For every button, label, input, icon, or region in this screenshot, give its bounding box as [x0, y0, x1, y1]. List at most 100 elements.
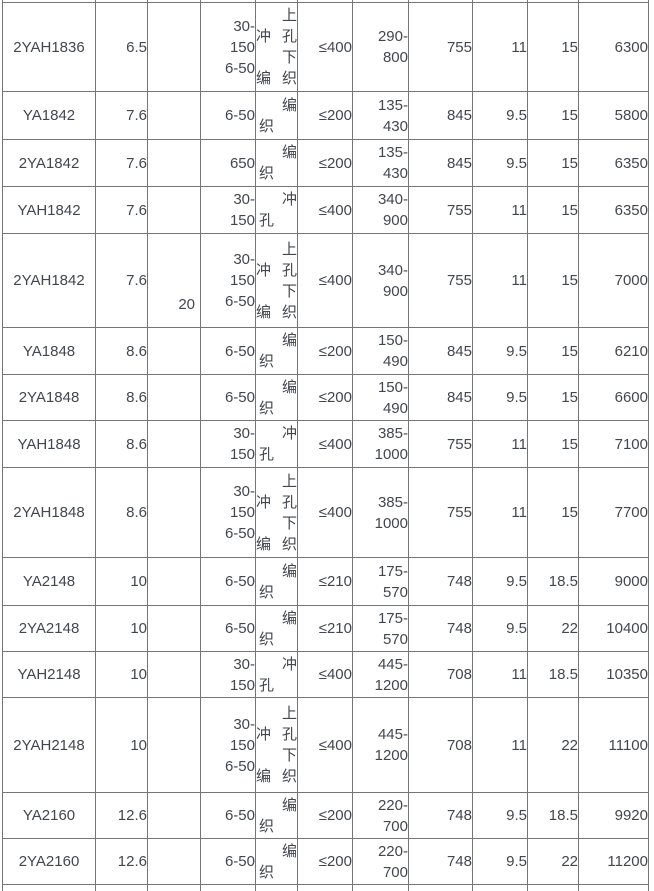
speed-cell: 748 — [408, 557, 473, 606]
price-cell: 6600 — [578, 374, 649, 421]
mesh-cell: 650 — [200, 139, 256, 187]
model-cell: 2YAH1836 — [2, 2, 96, 92]
merged-cell — [147, 697, 201, 793]
feed-cell: ≤400 — [297, 233, 353, 328]
feed-cell: ≤200 — [297, 792, 353, 839]
table-row: YAH2148 10 30- 150 冲孔 ≤400 445- 1200 708 11 18.5 10… — [2, 651, 649, 698]
table-row: YA2160 12.6 6-50 编织 ≤200 220- 700 748 9.5 18.5 992… — [2, 792, 649, 839]
area-cell: 12.6 — [95, 838, 148, 885]
type-cell — [255, 884, 298, 891]
merged-cell — [147, 420, 201, 468]
price-cell: 7700 — [578, 467, 649, 558]
model-cell: YAH2148 — [2, 651, 96, 698]
mesh-cell: 30- 150 — [200, 420, 256, 468]
speed-cell: 845 — [408, 327, 473, 375]
power-cell: 9.5 — [472, 374, 528, 421]
power-cell: 11 — [472, 467, 528, 558]
power-cell: 11 — [472, 233, 528, 328]
mesh-cell — [200, 884, 256, 891]
feed-cell: ≤400 — [297, 697, 353, 793]
size-cell: 22 — [527, 605, 579, 652]
model-cell: 2YAH1848 — [2, 467, 96, 558]
merged-cell — [147, 91, 201, 140]
type-cell: 上冲孔下编织 — [255, 697, 298, 793]
speed-cell: 748 — [408, 792, 473, 839]
mesh-cell: 30- 150 — [200, 186, 256, 234]
area-cell: 10 — [95, 557, 148, 606]
table-row: YA1848 8.6 6-50 编织 ≤200 150- 490 845 9.5 15 6210 — [2, 327, 649, 375]
area-cell: 7.6 — [95, 91, 148, 140]
feed-cell: ≤400 — [297, 186, 353, 234]
merged-cell — [147, 186, 201, 234]
speed-cell: 845 — [408, 374, 473, 421]
feed-cell: ≤400 — [297, 420, 353, 468]
type-cell: 编织 — [255, 327, 298, 375]
mesh-cell: 6-50 — [200, 792, 256, 839]
table-row: YAH1842 7.6 30- 150 冲孔 ≤400 340- 900 755 11 15 6350 — [2, 186, 649, 234]
model-cell: 2YA1842 — [2, 139, 96, 187]
size-cell: 18.5 — [527, 651, 579, 698]
speed-cell: 755 — [408, 2, 473, 92]
feed-cell: ≤210 — [297, 557, 353, 606]
area-cell: 10 — [95, 605, 148, 652]
range-cell: 220- 700 — [352, 792, 409, 839]
speed-cell: 845 — [408, 91, 473, 140]
merged-cell — [147, 838, 201, 885]
table-row: YAH1848 8.6 30- 150 冲孔 ≤400 385- 1000 755 11 15 710… — [2, 420, 649, 468]
model-cell: 2YAH2148 — [2, 697, 96, 793]
speed-cell: 708 — [408, 651, 473, 698]
range-cell: 340- 900 — [352, 186, 409, 234]
table-row: 2YAH1842 7.6 30- 150 6-50 上冲孔下编织 ≤400 340- 900 75… — [2, 233, 649, 328]
power-cell: 11 — [472, 2, 528, 92]
feed-cell: ≤200 — [297, 327, 353, 375]
merged-cell — [147, 467, 201, 558]
feed-cell: ≤210 — [297, 605, 353, 652]
power-cell: 9.5 — [472, 792, 528, 839]
feed-cell: ≤400 — [297, 651, 353, 698]
model-cell: YAH1842 — [2, 186, 96, 234]
feed-cell — [297, 884, 353, 891]
model-cell: YA2148 — [2, 557, 96, 606]
mesh-cell: 6-50 — [200, 605, 256, 652]
size-cell: 22 — [527, 838, 579, 885]
power-cell: 9.5 — [472, 605, 528, 652]
size-cell — [527, 884, 579, 891]
type-cell: 冲孔 — [255, 420, 298, 468]
type-cell: 上冲孔下编织 — [255, 233, 298, 328]
type-cell: 冲孔 — [255, 186, 298, 234]
type-cell: 上冲孔下编织 — [255, 2, 298, 92]
speed-cell: 708 — [408, 697, 473, 793]
feed-cell: ≤400 — [297, 2, 353, 92]
size-cell: 15 — [527, 420, 579, 468]
range-cell: 385- 1000 — [352, 467, 409, 558]
type-cell: 编织 — [255, 557, 298, 606]
area-cell: 8.6 — [95, 327, 148, 375]
table-row: YA1842 7.6 6-50 编织 ≤200 135- 430 845 9.5 15 5800 — [2, 91, 649, 140]
area-cell: 10 — [95, 697, 148, 793]
price-cell: 6300 — [578, 2, 649, 92]
type-cell: 编织 — [255, 374, 298, 421]
model-cell: 2YA1848 — [2, 374, 96, 421]
size-cell: 18.5 — [527, 557, 579, 606]
size-cell: 15 — [527, 91, 579, 140]
price-cell: 11100 — [578, 697, 649, 793]
range-cell: 445- 1200 — [352, 697, 409, 793]
price-cell: 9000 — [578, 557, 649, 606]
mesh-cell: 30- 150 6-50 — [200, 697, 256, 793]
type-cell: 编织 — [255, 91, 298, 140]
area-cell: 8.6 — [95, 467, 148, 558]
size-cell: 15 — [527, 233, 579, 328]
price-cell: 7100 — [578, 420, 649, 468]
merged-cell — [147, 557, 201, 606]
type-cell: 上冲孔下编织 — [255, 467, 298, 558]
merged-cell — [147, 605, 201, 652]
power-cell: 9.5 — [472, 139, 528, 187]
model-cell — [2, 884, 96, 891]
merged-cell — [147, 792, 201, 839]
speed-cell — [408, 884, 473, 891]
table-row: 2YAH2148 10 30- 150 6-50 上冲孔下编织 ≤400 445- 1200 70… — [2, 697, 649, 793]
table-row: 2YA1848 8.6 6-50 编织 ≤200 150- 490 845 9.5 15 6600 — [2, 374, 649, 421]
merged-cell-value: 20 — [178, 296, 195, 313]
